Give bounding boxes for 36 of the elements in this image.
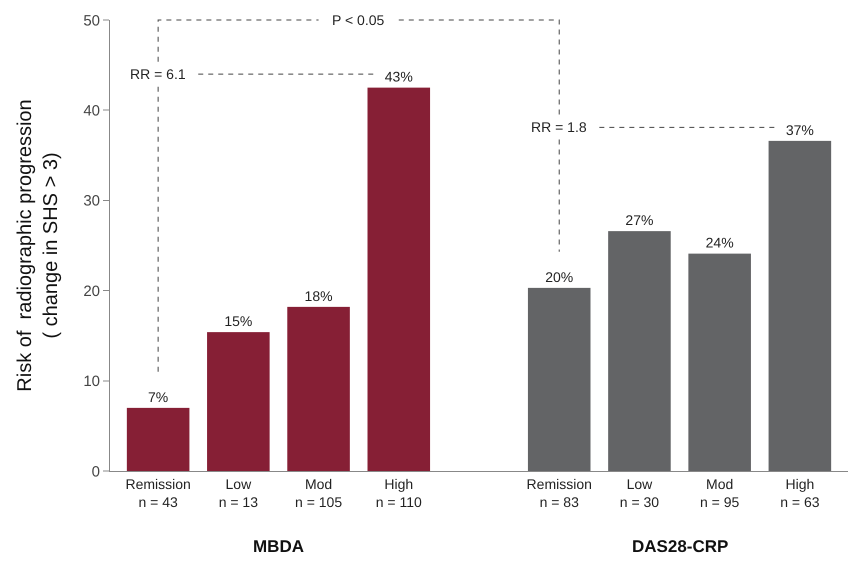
data-label: 20% bbox=[545, 268, 574, 285]
x-tick-label: Mod n = 105 bbox=[295, 476, 342, 510]
data-label: 24% bbox=[706, 234, 734, 251]
y-tick-label: 20 bbox=[83, 282, 100, 300]
x-tick-label: Remission n = 83 bbox=[526, 476, 592, 510]
x-tick-label: High n = 110 bbox=[376, 476, 422, 510]
bar bbox=[608, 231, 671, 471]
bar bbox=[528, 288, 590, 471]
data-label: 7% bbox=[148, 388, 168, 405]
bar bbox=[688, 254, 751, 471]
annotation: RR = 1.8 bbox=[531, 119, 587, 135]
text: MBDA bbox=[253, 537, 304, 556]
data-label: 43% bbox=[384, 68, 413, 85]
x-tick-label: Remission n = 43 bbox=[125, 476, 191, 510]
x-tick-label: Low n = 13 bbox=[218, 476, 258, 510]
bar bbox=[287, 306, 350, 471]
data-label: 27% bbox=[625, 212, 654, 228]
y-tick-label: 30 bbox=[83, 192, 100, 210]
y-axis-title: Risk of radiographic progression ( change in SHS > 3) bbox=[14, 99, 62, 392]
bar bbox=[368, 88, 430, 471]
y-tick-label: 10 bbox=[83, 373, 100, 390]
x-tick-label: Mod n = 95 bbox=[700, 476, 740, 510]
y-tick-label: 50 bbox=[83, 12, 100, 30]
x-tick-label: High n = 63 bbox=[780, 476, 820, 510]
bar bbox=[768, 140, 832, 471]
data-label: 18% bbox=[304, 288, 333, 304]
bar bbox=[207, 332, 270, 471]
annotation: P < 0.05 bbox=[332, 12, 384, 28]
data-label: 37% bbox=[786, 122, 814, 138]
x-tick-label: Low n = 30 bbox=[620, 476, 660, 510]
y-tick-label: 40 bbox=[83, 102, 100, 120]
text: DAS28-CRP bbox=[632, 537, 728, 556]
data-label: 15% bbox=[224, 313, 252, 330]
annotation: RR = 6.1 bbox=[130, 66, 186, 82]
bar bbox=[126, 408, 190, 471]
y-tick-label: 0 bbox=[92, 463, 100, 480]
